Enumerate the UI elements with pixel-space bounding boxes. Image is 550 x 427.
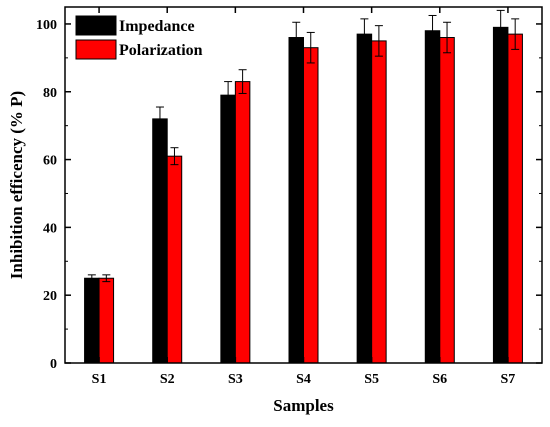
error-bar-impedance-s5 <box>360 18 369 50</box>
bar-polarization-s3 <box>234 81 251 364</box>
error-bar-polarization-s3 <box>238 69 247 94</box>
error-bar-impedance-s6 <box>428 14 437 47</box>
bar-impedance-s5 <box>356 33 373 364</box>
error-bar-polarization-s6 <box>443 21 452 54</box>
legend-swatch-polarization <box>75 39 117 60</box>
y-axis: 0 20 40 60 80 100 <box>36 18 542 372</box>
x-tick-label: S6 <box>432 372 447 387</box>
error-bar-impedance-s3 <box>224 81 233 110</box>
bar-polarization-s5 <box>371 40 387 364</box>
error-bar-polarization-s1 <box>102 274 111 283</box>
error-bar-impedance-s7 <box>496 9 505 45</box>
x-axis: S1 S2 S3 S4 S5 S6 S7 <box>92 7 516 387</box>
error-bar-polarization-s7 <box>511 18 520 50</box>
bar-polarization-s1 <box>98 277 115 364</box>
x-axis-title: Samples <box>273 396 334 415</box>
y-tick-label: 100 <box>36 18 57 33</box>
bar-impedance-s6 <box>424 30 441 364</box>
y-tick-label: 80 <box>43 86 57 101</box>
bar-polarization-s7 <box>507 33 523 364</box>
error-bar-polarization-s5 <box>374 25 383 57</box>
x-tick-label: S5 <box>364 372 379 387</box>
error-bar-impedance-s2 <box>155 106 164 132</box>
legend-swatch-impedance <box>75 15 117 36</box>
bar-polarization-s6 <box>439 37 455 364</box>
bar-impedance-s4 <box>288 37 304 364</box>
error-bars-layer <box>87 9 520 283</box>
x-tick-label: S4 <box>296 372 311 387</box>
y-tick-label: 60 <box>43 154 57 169</box>
x-tick-label: S1 <box>92 372 107 387</box>
y-tick-label: 40 <box>43 221 57 236</box>
x-tick-label: S7 <box>501 372 516 387</box>
legend-label-impedance: Impedance <box>119 18 195 35</box>
y-tick-label: 0 <box>50 357 57 372</box>
y-axis-title: Inhibition efficency (% P) <box>7 91 26 279</box>
error-bar-polarization-s2 <box>170 147 179 166</box>
y-tick-label: 20 <box>43 289 57 304</box>
bar-impedance-s3 <box>220 94 236 364</box>
error-bar-polarization-s4 <box>306 31 315 64</box>
bar-polarization-s2 <box>166 155 183 364</box>
x-tick-label: S2 <box>160 372 175 387</box>
error-bar-impedance-s4 <box>292 21 301 54</box>
x-tick-label: S3 <box>228 372 243 387</box>
legend: Impedance Polarization <box>75 15 203 60</box>
bars-layer <box>84 26 523 364</box>
legend-label-polarization: Polarization <box>119 42 203 59</box>
error-bar-impedance-s1 <box>87 274 96 283</box>
bar-impedance-s1 <box>84 277 100 364</box>
bar-impedance-s2 <box>152 118 168 364</box>
bar-polarization-s4 <box>303 47 319 364</box>
bar-impedance-s7 <box>492 26 509 364</box>
